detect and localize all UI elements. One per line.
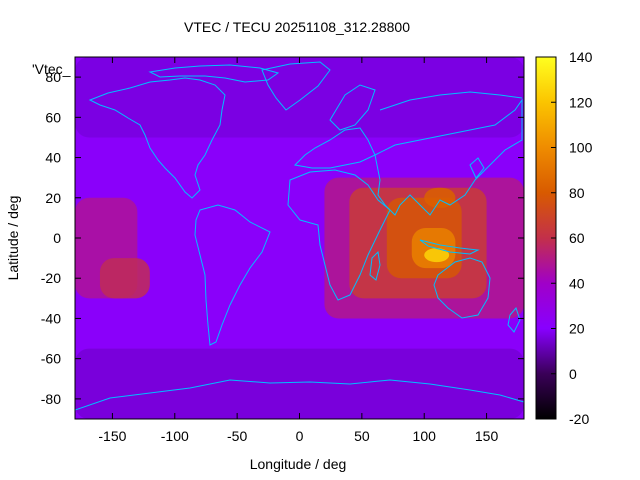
- coastline-antarctica: [75, 379, 524, 411]
- coastline-madagascar: [369, 250, 381, 281]
- y-axis: -80 -60 -40 -20 0 20 40 60 80: [41, 69, 524, 407]
- coastline-indonesia: [419, 239, 480, 255]
- colorbar-tick-label: 0: [569, 366, 577, 382]
- colorbar-tick-label: 80: [569, 185, 585, 201]
- y-tick-label: -60: [41, 351, 61, 367]
- y-tick-label: 40: [45, 150, 61, 166]
- chart-title: VTEC / TECU 20251108_312.28800: [184, 19, 410, 35]
- coastline-arctic-islands: [148, 64, 280, 83]
- heatmap-region-2: [75, 348, 524, 419]
- x-tick-label: -100: [161, 428, 189, 444]
- coastline-greenland: [261, 61, 331, 111]
- coastline-north-america: [88, 77, 226, 199]
- y-tick-label: 0: [53, 230, 61, 246]
- heatmap-region-6: [411, 227, 456, 269]
- colorbar-tick-label: 120: [569, 94, 593, 110]
- coastline-new-zealand: [507, 307, 521, 333]
- colorbar-tick-label: 140: [569, 49, 593, 65]
- colorbar-tick-label: 40: [569, 275, 585, 291]
- y-tick-label: 20: [45, 190, 61, 206]
- colorbar-ticks: -20 0 20 40 60 80 100 120 140: [551, 49, 593, 427]
- coastline-africa: [287, 169, 391, 301]
- x-axis-label: Longitude / deg: [250, 456, 347, 472]
- x-axis: -150 -100 -50 0 50 100 150: [98, 57, 498, 444]
- coastline-scandinavia: [329, 84, 376, 131]
- heatmap-region-1: [75, 57, 524, 138]
- y-tick-label: -40: [41, 310, 61, 326]
- y-tick-label: 80: [45, 69, 61, 85]
- coastline-europe: [293, 127, 376, 169]
- x-tick-label: -50: [227, 428, 247, 444]
- coastline-siberia: [379, 91, 523, 111]
- coastline-japan: [469, 157, 485, 179]
- key-label: 'Vtec_: [32, 61, 71, 77]
- x-tick-label: 50: [354, 428, 370, 444]
- y-axis-label: Latitude / deg: [5, 196, 21, 281]
- y-tick-label: -80: [41, 391, 61, 407]
- colorbar-tick-label: 20: [569, 321, 585, 337]
- colorbar-tick-label: 60: [569, 230, 585, 246]
- colorbar-tick-label: 100: [569, 140, 593, 156]
- coastline-asia: [374, 98, 523, 216]
- heatmap-region-10: [99, 258, 150, 299]
- coastline-australia: [433, 257, 491, 319]
- heatmap-region-7: [424, 248, 450, 263]
- y-tick-label: -20: [41, 270, 61, 286]
- heatmap-area: [75, 57, 524, 419]
- coastline-overlay: [75, 61, 524, 411]
- coastline-south-america: [194, 204, 271, 346]
- colorbar: -20 0 20 40 60 80 100 120 140: [535, 49, 593, 427]
- x-tick-label: 0: [296, 428, 304, 444]
- colorbar-tick-label: -20: [569, 411, 589, 427]
- x-tick-label: -150: [98, 428, 126, 444]
- x-tick-label: 100: [413, 428, 437, 444]
- x-tick-label: 150: [475, 428, 499, 444]
- heatmap-region-8: [424, 187, 456, 208]
- y-tick-label: 60: [45, 109, 61, 125]
